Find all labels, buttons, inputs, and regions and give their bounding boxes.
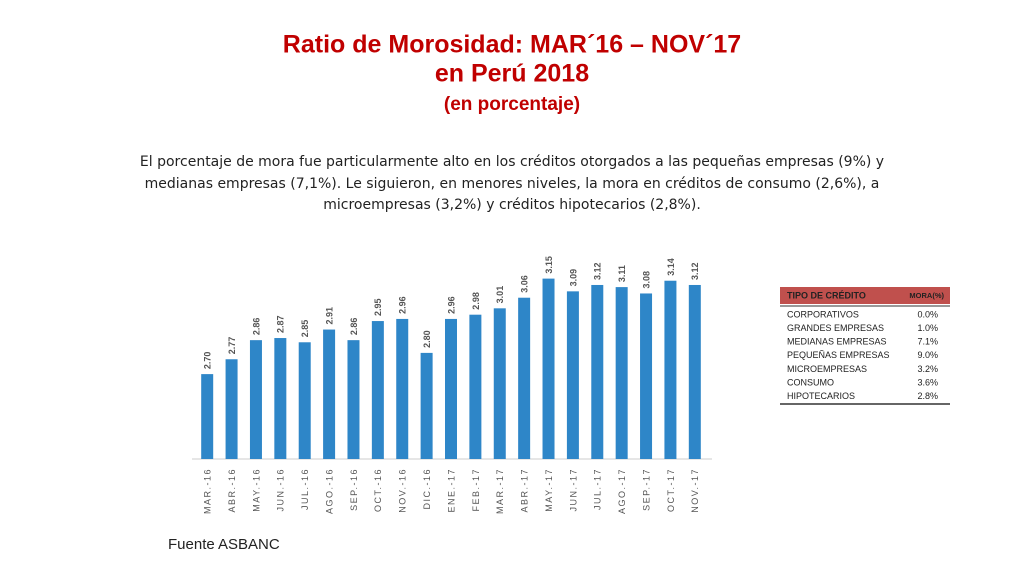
bar [493, 308, 506, 459]
x-tick-label: SEP.-17 [641, 468, 651, 511]
bar [347, 340, 360, 459]
bar [688, 284, 701, 459]
x-tick-label: NOV.-17 [690, 468, 700, 513]
table-cell: HIPOTECARIOS [787, 391, 855, 401]
data-label: 3.01 [495, 286, 505, 304]
description: El porcentaje de mora fue particularment… [140, 154, 884, 170]
data-label: 2.96 [398, 296, 408, 314]
x-tick-label: OCT.-17 [666, 468, 676, 512]
bar [249, 340, 262, 459]
table-cell: MICROEMPRESAS [787, 364, 867, 374]
bar [469, 314, 482, 459]
source: Fuente ASBANC [168, 536, 280, 553]
data-label: 2.86 [251, 318, 261, 336]
x-tick-label: MAY.-16 [251, 468, 261, 512]
bar [225, 359, 238, 459]
title: en Perú 2018 [435, 60, 589, 88]
x-tick-label: AGO.-17 [617, 468, 627, 514]
bar [445, 318, 457, 459]
x-tick-label: ABR.-17 [520, 468, 530, 513]
table-cell: CORPORATIVOS [787, 309, 859, 319]
title: Ratio de Morosidad: MAR´16 – NOV´17 [283, 31, 741, 59]
data-label: 3.09 [568, 269, 578, 287]
bar [640, 293, 653, 459]
table-cell: 0.0% [917, 309, 938, 319]
data-label: 3.15 [544, 256, 554, 274]
bar [591, 284, 604, 459]
data-label: 3.06 [520, 275, 530, 293]
data-label: 2.87 [276, 316, 286, 334]
x-tick-label: DIC.-16 [422, 468, 432, 510]
data-label: 2.70 [203, 352, 213, 370]
x-tick-label: SEP.-16 [349, 468, 359, 511]
x-tick-label: JUL.-16 [300, 468, 310, 510]
bar [396, 318, 409, 459]
x-tick-label: JUL.-17 [593, 468, 603, 510]
bar [615, 287, 628, 459]
data-label: 2.80 [422, 330, 432, 348]
data-label: 2.96 [446, 296, 456, 314]
table-cell: 1.0% [917, 323, 938, 333]
table-cell: 3.2% [917, 364, 938, 374]
bar [566, 291, 579, 459]
bar [664, 280, 677, 459]
x-tick-label: JUN.-17 [568, 468, 578, 512]
bar [201, 374, 214, 459]
table-cell: PEQUEÑAS EMPRESAS [787, 350, 890, 360]
data-label: 2.95 [373, 299, 383, 317]
x-tick-label: ENE.-17 [446, 468, 456, 513]
table-cell: GRANDES EMPRESAS [787, 323, 884, 333]
bar [298, 342, 311, 459]
data-label: 3.11 [617, 265, 627, 282]
data-label: 2.85 [300, 320, 310, 338]
data-label: 2.77 [227, 337, 237, 355]
x-tick-label: MAR.-17 [495, 468, 505, 514]
data-label: 2.86 [349, 318, 359, 336]
table-cell: CONSUMO [787, 377, 834, 387]
table-cell: 9.0% [917, 350, 938, 360]
data-label: 2.91 [324, 307, 334, 325]
bar [542, 278, 555, 459]
x-tick-label: OCT.-16 [373, 468, 383, 512]
table-cell: 2.8% [917, 391, 938, 401]
table-cell: 3.6% [917, 377, 938, 387]
x-tick-label: MAY.-17 [544, 468, 554, 512]
data-label: 3.08 [641, 271, 651, 289]
table-header: TIPO DE CRÉDITO [787, 290, 866, 300]
bar [518, 297, 531, 459]
table-header: MORA(%) [909, 291, 944, 300]
bar [323, 329, 336, 459]
table-header-bg [780, 287, 950, 304]
table-cell: MEDIANAS EMPRESAS [787, 337, 887, 347]
data-label: 3.14 [666, 258, 676, 276]
subtitle: (en porcentaje) [444, 94, 580, 115]
x-tick-label: MAR.-16 [203, 468, 213, 514]
x-tick-label: AGO.-16 [324, 468, 334, 514]
description: microempresas (3,2%) y créditos hipoteca… [323, 197, 701, 213]
description: medianas empresas (7,1%). Le siguieron, … [145, 176, 880, 192]
x-tick-label: JUN.-16 [276, 468, 286, 512]
x-tick-label: FEB.-17 [471, 468, 481, 512]
data-label: 2.98 [471, 292, 481, 310]
bar [274, 338, 287, 459]
bar [420, 352, 433, 459]
table-cell: 7.1% [917, 337, 938, 347]
x-tick-label: NOV.-16 [398, 468, 408, 513]
x-tick-label: ABR.-16 [227, 468, 237, 513]
data-label: 3.12 [690, 262, 700, 280]
bar [371, 321, 384, 459]
data-label: 3.12 [593, 262, 603, 280]
